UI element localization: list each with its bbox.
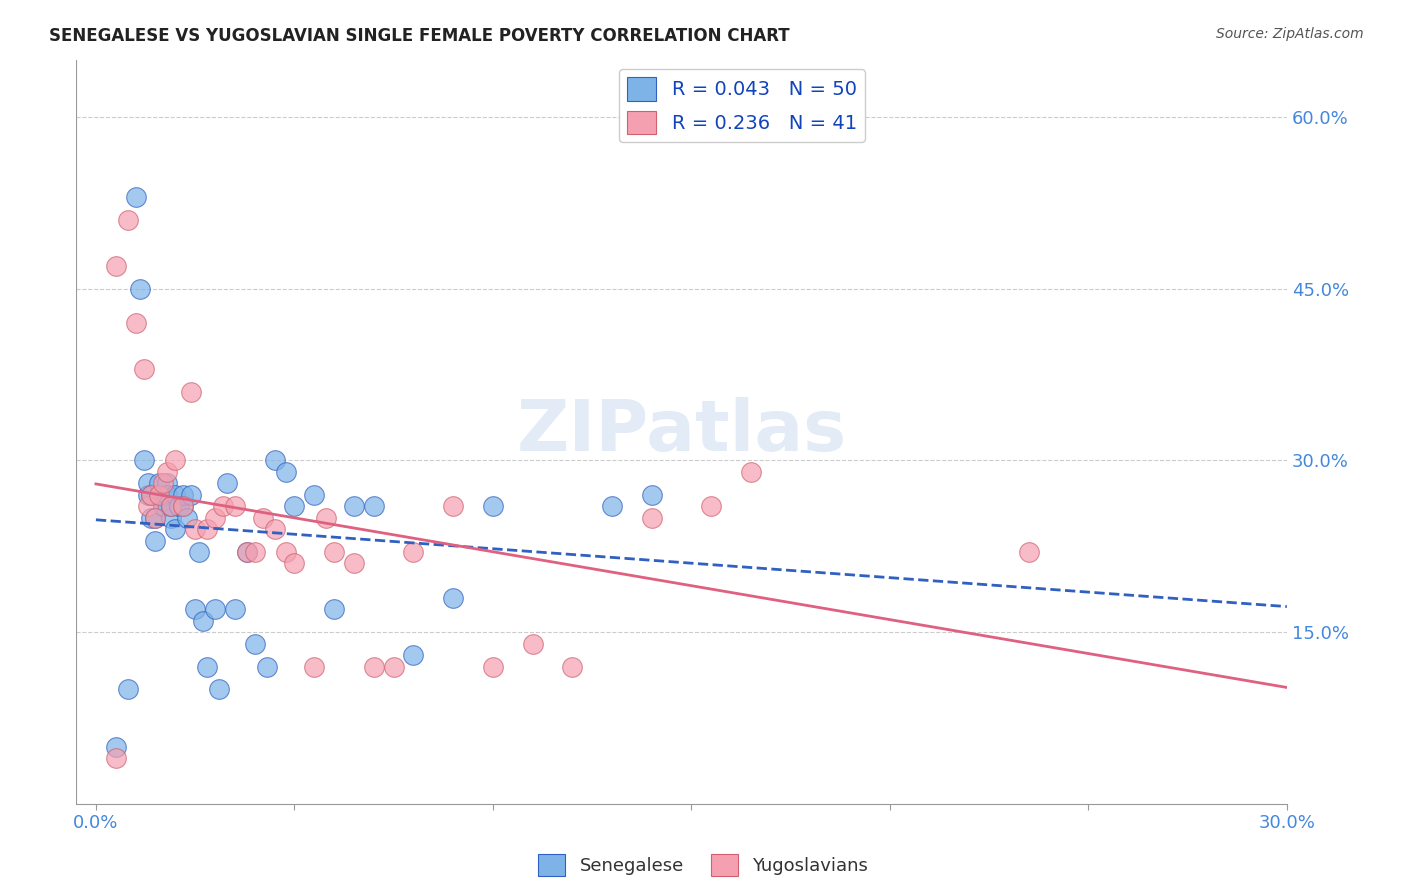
- Point: [169, 500, 191, 514]
- Point: [132, 453, 155, 467]
- Point: [184, 602, 207, 616]
- Point: [441, 500, 464, 514]
- Point: [236, 545, 259, 559]
- Point: [441, 591, 464, 605]
- Point: [204, 602, 226, 616]
- Point: [172, 488, 194, 502]
- Point: [263, 522, 285, 536]
- Point: [482, 659, 505, 673]
- Point: [128, 282, 150, 296]
- Point: [224, 500, 246, 514]
- Point: [188, 545, 211, 559]
- Legend: Senegalese, Yugoslavians: Senegalese, Yugoslavians: [530, 847, 876, 883]
- Point: [343, 500, 366, 514]
- Point: [145, 510, 167, 524]
- Point: [124, 190, 146, 204]
- Point: [363, 659, 385, 673]
- Point: [136, 476, 159, 491]
- Point: [236, 545, 259, 559]
- Point: [156, 465, 179, 479]
- Point: [195, 659, 218, 673]
- Point: [315, 510, 337, 524]
- Point: [156, 488, 179, 502]
- Point: [561, 659, 583, 673]
- Point: [132, 361, 155, 376]
- Point: [343, 557, 366, 571]
- Point: [402, 648, 425, 662]
- Text: ZIPatlas: ZIPatlas: [516, 397, 846, 467]
- Point: [141, 510, 163, 524]
- Point: [323, 602, 346, 616]
- Point: [304, 659, 326, 673]
- Point: [482, 500, 505, 514]
- Point: [104, 751, 127, 765]
- Point: [184, 522, 207, 536]
- Point: [204, 510, 226, 524]
- Point: [283, 557, 305, 571]
- Point: [104, 259, 127, 273]
- Point: [276, 545, 298, 559]
- Point: [640, 510, 662, 524]
- Point: [180, 384, 202, 399]
- Point: [323, 545, 346, 559]
- Point: [148, 476, 170, 491]
- Point: [165, 488, 187, 502]
- Point: [136, 488, 159, 502]
- Point: [124, 316, 146, 330]
- Point: [152, 500, 174, 514]
- Point: [243, 637, 266, 651]
- Point: [176, 510, 198, 524]
- Text: SENEGALESE VS YUGOSLAVIAN SINGLE FEMALE POVERTY CORRELATION CHART: SENEGALESE VS YUGOSLAVIAN SINGLE FEMALE …: [49, 27, 790, 45]
- Point: [165, 522, 187, 536]
- Point: [160, 500, 183, 514]
- Point: [160, 500, 183, 514]
- Point: [160, 510, 183, 524]
- Text: Source: ZipAtlas.com: Source: ZipAtlas.com: [1216, 27, 1364, 41]
- Point: [169, 500, 191, 514]
- Point: [740, 465, 762, 479]
- Point: [195, 522, 218, 536]
- Point: [256, 659, 278, 673]
- Point: [263, 453, 285, 467]
- Point: [172, 500, 194, 514]
- Point: [152, 500, 174, 514]
- Point: [148, 488, 170, 502]
- Point: [243, 545, 266, 559]
- Point: [180, 488, 202, 502]
- Point: [136, 500, 159, 514]
- Point: [283, 500, 305, 514]
- Point: [141, 488, 163, 502]
- Point: [148, 488, 170, 502]
- Point: [640, 488, 662, 502]
- Point: [600, 500, 623, 514]
- Point: [145, 533, 167, 548]
- Point: [382, 659, 405, 673]
- Point: [304, 488, 326, 502]
- Point: [145, 510, 167, 524]
- Point: [700, 500, 723, 514]
- Point: [363, 500, 385, 514]
- Point: [104, 739, 127, 754]
- Point: [212, 500, 235, 514]
- Point: [215, 476, 238, 491]
- Point: [1018, 545, 1040, 559]
- Point: [208, 682, 231, 697]
- Legend: R = 0.043   N = 50, R = 0.236   N = 41: R = 0.043 N = 50, R = 0.236 N = 41: [619, 70, 865, 142]
- Point: [191, 614, 214, 628]
- Point: [117, 213, 139, 227]
- Point: [156, 476, 179, 491]
- Point: [252, 510, 274, 524]
- Point: [224, 602, 246, 616]
- Point: [402, 545, 425, 559]
- Point: [522, 637, 544, 651]
- Point: [152, 476, 174, 491]
- Point: [141, 488, 163, 502]
- Point: [276, 465, 298, 479]
- Point: [165, 453, 187, 467]
- Point: [172, 500, 194, 514]
- Point: [117, 682, 139, 697]
